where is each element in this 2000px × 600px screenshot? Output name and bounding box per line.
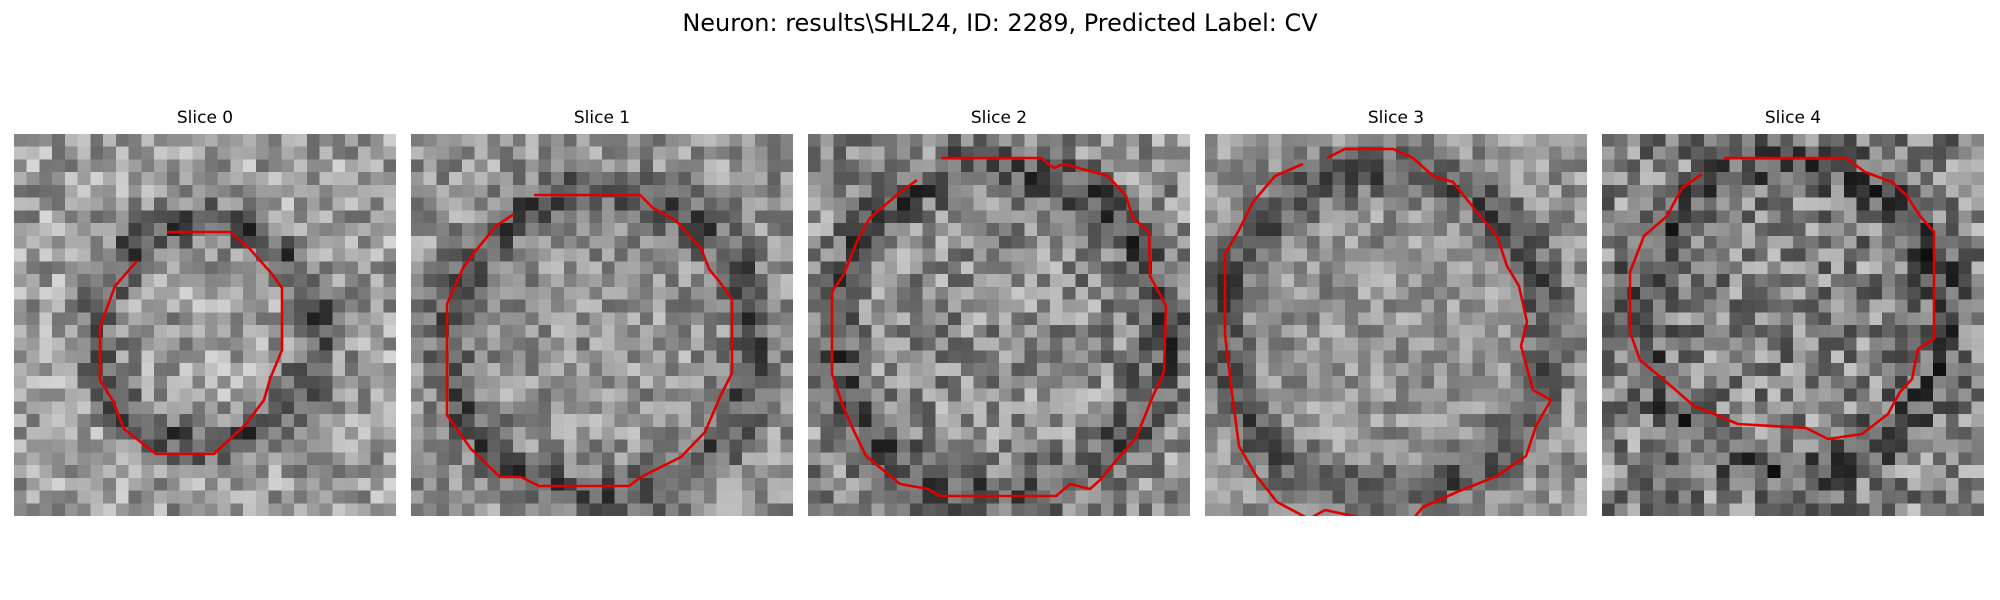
slice-panel-3: Slice 3 [1205,108,1587,516]
slice-panel-1: Slice 1 [411,108,793,516]
slice-title-4: Slice 4 [1764,108,1822,128]
cell-contour-3 [1223,147,1553,516]
slice-title-0: Slice 0 [176,108,234,128]
cell-contour-2 [830,156,1168,498]
slice-image-4 [1602,134,1984,516]
slice-title-3: Slice 3 [1367,108,1425,128]
slice-title-2: Slice 2 [970,108,1028,128]
figure-title: Neuron: results\SHL24, ID: 2289, Predict… [682,9,1318,37]
slice-panel-4: Slice 4 [1602,108,1984,516]
slice-image-2 [808,134,1190,516]
cell-contour-4 [1628,156,1936,441]
slice-title-1: Slice 1 [573,108,631,128]
cell-contour-0 [98,230,284,456]
slice-image-3 [1205,134,1587,516]
slice-panel-0: Slice 0 [14,108,396,516]
slice-panel-2: Slice 2 [808,108,1190,516]
slice-image-1 [411,134,793,516]
slice-image-0 [14,134,396,516]
cell-contour-1 [445,193,734,488]
